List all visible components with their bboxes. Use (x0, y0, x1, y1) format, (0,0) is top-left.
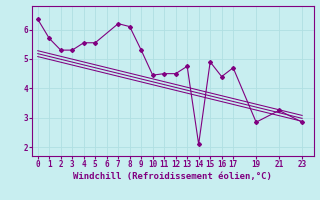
X-axis label: Windchill (Refroidissement éolien,°C): Windchill (Refroidissement éolien,°C) (73, 172, 272, 181)
